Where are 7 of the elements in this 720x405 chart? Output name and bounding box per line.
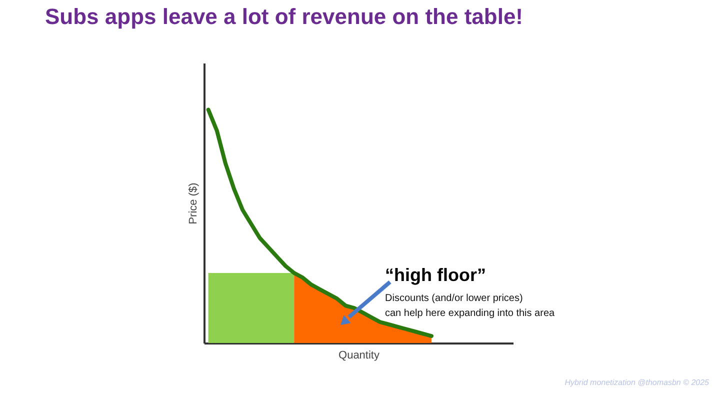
y-axis-title: Price ($) xyxy=(188,182,200,224)
chart-title: Subs apps leave a lot of revenue on the table! xyxy=(45,4,524,29)
annotation: Discounts (and/or lower prices) xyxy=(385,293,523,304)
x-axis-title: Quantity xyxy=(338,350,380,362)
text: Hybrid monetization @thomasbn © 2025 xyxy=(564,378,710,387)
annotation: can help here expanding into this area xyxy=(385,308,556,319)
annotation: “high floor” xyxy=(385,265,486,285)
